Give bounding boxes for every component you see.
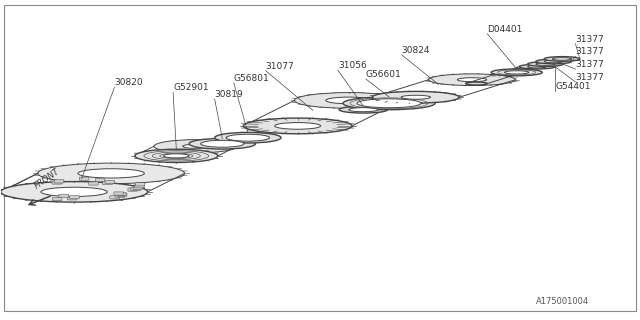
FancyBboxPatch shape — [88, 182, 98, 185]
Ellipse shape — [38, 163, 184, 184]
FancyBboxPatch shape — [115, 194, 125, 197]
FancyBboxPatch shape — [59, 194, 68, 197]
Ellipse shape — [536, 59, 572, 64]
FancyBboxPatch shape — [133, 186, 143, 189]
FancyBboxPatch shape — [54, 180, 64, 183]
Ellipse shape — [78, 169, 145, 178]
Ellipse shape — [458, 78, 486, 82]
Text: 31377: 31377 — [575, 35, 604, 44]
Ellipse shape — [544, 60, 563, 63]
Ellipse shape — [339, 106, 388, 113]
FancyBboxPatch shape — [135, 183, 145, 186]
FancyBboxPatch shape — [70, 196, 79, 199]
Ellipse shape — [491, 69, 542, 76]
Ellipse shape — [429, 74, 515, 85]
Ellipse shape — [544, 57, 580, 61]
FancyBboxPatch shape — [117, 193, 127, 196]
Text: 31377: 31377 — [575, 73, 604, 82]
Ellipse shape — [349, 108, 378, 112]
Text: 31056: 31056 — [338, 61, 367, 70]
Text: D04401: D04401 — [487, 25, 523, 34]
FancyBboxPatch shape — [116, 193, 126, 196]
Ellipse shape — [372, 92, 460, 103]
Text: G52901: G52901 — [173, 84, 209, 92]
Text: FRONT: FRONT — [32, 166, 61, 190]
Text: G56601: G56601 — [366, 70, 402, 79]
Ellipse shape — [516, 66, 538, 69]
Ellipse shape — [226, 134, 269, 141]
Text: A175001004: A175001004 — [536, 297, 589, 306]
Ellipse shape — [214, 132, 281, 143]
Text: G56801: G56801 — [234, 74, 269, 83]
Ellipse shape — [189, 139, 255, 149]
Ellipse shape — [294, 92, 403, 108]
Text: 31377: 31377 — [575, 47, 604, 56]
FancyBboxPatch shape — [128, 188, 138, 191]
Ellipse shape — [536, 63, 555, 65]
Text: 30820: 30820 — [115, 78, 143, 87]
Ellipse shape — [504, 71, 529, 74]
FancyBboxPatch shape — [131, 188, 140, 191]
Ellipse shape — [200, 140, 244, 147]
Ellipse shape — [466, 82, 487, 85]
Ellipse shape — [1, 182, 148, 202]
FancyBboxPatch shape — [95, 179, 105, 182]
Ellipse shape — [519, 64, 555, 69]
Ellipse shape — [527, 65, 547, 68]
Ellipse shape — [41, 187, 108, 196]
Text: 30819: 30819 — [214, 90, 243, 99]
Ellipse shape — [343, 97, 435, 110]
Ellipse shape — [243, 118, 352, 134]
Text: 31077: 31077 — [266, 62, 294, 71]
Ellipse shape — [552, 58, 572, 60]
Text: 31377: 31377 — [575, 60, 604, 69]
Ellipse shape — [357, 99, 421, 108]
Text: G54401: G54401 — [555, 82, 591, 91]
Ellipse shape — [182, 144, 208, 148]
Ellipse shape — [275, 123, 321, 129]
FancyBboxPatch shape — [110, 196, 119, 199]
Text: 30824: 30824 — [402, 46, 430, 55]
FancyBboxPatch shape — [103, 181, 113, 185]
FancyBboxPatch shape — [105, 180, 115, 184]
FancyBboxPatch shape — [134, 185, 144, 188]
Ellipse shape — [135, 149, 218, 163]
FancyBboxPatch shape — [52, 181, 61, 184]
FancyBboxPatch shape — [67, 197, 77, 200]
FancyBboxPatch shape — [52, 197, 62, 201]
FancyBboxPatch shape — [79, 177, 89, 180]
Ellipse shape — [401, 95, 431, 99]
Ellipse shape — [164, 154, 189, 158]
FancyBboxPatch shape — [114, 192, 124, 195]
Ellipse shape — [154, 140, 237, 153]
Ellipse shape — [527, 62, 563, 66]
Ellipse shape — [326, 97, 372, 104]
